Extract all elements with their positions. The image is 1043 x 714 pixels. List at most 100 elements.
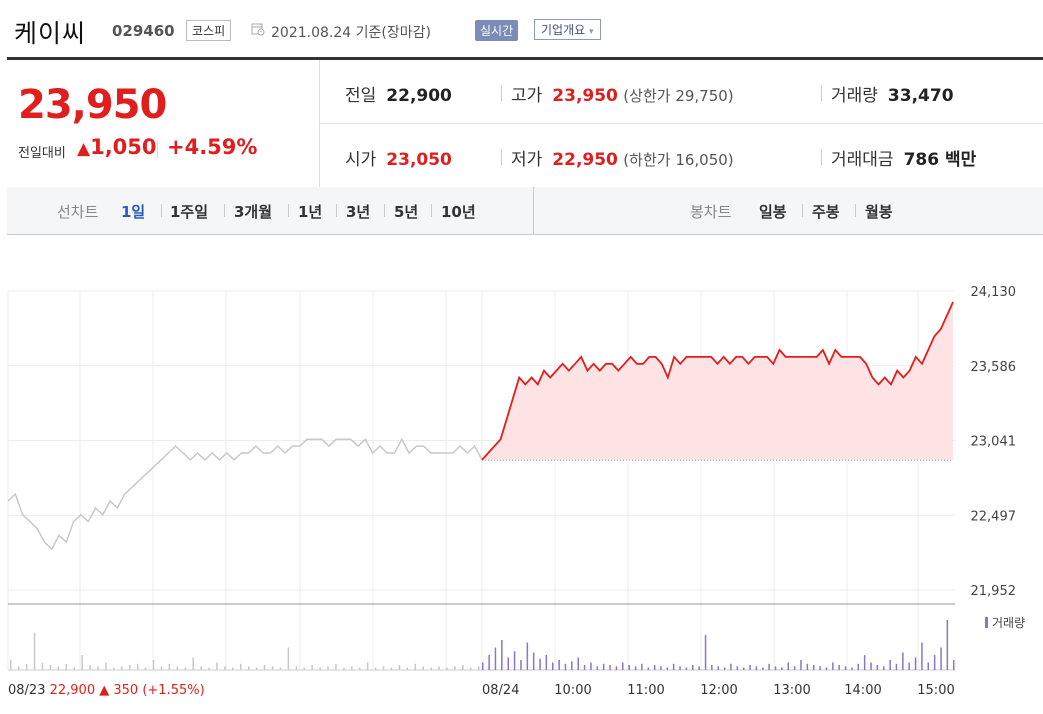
volume-bar bbox=[232, 667, 234, 670]
volume-bar bbox=[736, 666, 739, 671]
volume-bar bbox=[838, 665, 840, 670]
volume-bar bbox=[615, 666, 618, 671]
volume-bar bbox=[552, 662, 554, 670]
volume-bar bbox=[414, 663, 416, 671]
volume-bar bbox=[374, 667, 377, 670]
volume-bar bbox=[539, 658, 541, 671]
high-label: 고가 bbox=[511, 86, 543, 106]
current-price: 23,950 bbox=[18, 82, 167, 128]
volume-bar bbox=[666, 667, 669, 670]
y-tick-label: 21,952 bbox=[971, 584, 1017, 599]
tab-1y[interactable]: 1년 bbox=[298, 203, 323, 221]
volume-bar bbox=[488, 655, 490, 670]
realtime-button[interactable]: 실시간 bbox=[475, 20, 519, 41]
tab-3y[interactable]: 3년 bbox=[346, 203, 371, 221]
volume-bar bbox=[152, 660, 155, 670]
volume-bar bbox=[895, 663, 898, 671]
upper-limit: (상한가 29,750) bbox=[623, 87, 734, 105]
volume-bar bbox=[577, 657, 579, 670]
volume-bar bbox=[33, 632, 36, 670]
volume-bar bbox=[208, 667, 210, 670]
tab-weekly-candle[interactable]: 주봉 bbox=[812, 203, 840, 221]
tab-10y[interactable]: 10년 bbox=[441, 203, 476, 221]
volume-bar bbox=[622, 662, 624, 670]
volume-bar bbox=[927, 662, 929, 670]
x-tick-label: 08/24 bbox=[482, 683, 519, 698]
divider bbox=[501, 149, 502, 165]
volume-bar bbox=[602, 663, 605, 671]
x-tick-label: 10:00 bbox=[554, 683, 591, 698]
volume-bar bbox=[755, 666, 758, 671]
volume-plot bbox=[10, 620, 955, 671]
volume-bar bbox=[136, 663, 139, 671]
volume-bar bbox=[762, 667, 764, 670]
volume-bar bbox=[295, 666, 298, 671]
volume-bar bbox=[813, 665, 815, 670]
line-chart-label: 선차트 bbox=[57, 203, 99, 221]
volume-bar bbox=[382, 666, 385, 671]
volume-bar bbox=[105, 662, 107, 670]
volume-bar bbox=[609, 665, 611, 670]
tab-5y[interactable]: 5년 bbox=[394, 203, 419, 221]
volume-bar bbox=[590, 662, 592, 670]
low-label: 저가 bbox=[511, 150, 543, 170]
volume-bar bbox=[398, 665, 401, 670]
volume-bar bbox=[57, 666, 60, 671]
volume-bar bbox=[564, 663, 567, 671]
volume-cell: 거래량 33,470 bbox=[831, 81, 954, 106]
tab-1w[interactable]: 1주일 bbox=[170, 203, 209, 221]
volume-bar bbox=[482, 662, 484, 670]
volume-bar bbox=[545, 655, 548, 670]
volume-bar bbox=[908, 662, 910, 670]
volume-bar bbox=[513, 651, 516, 671]
volume-bar bbox=[921, 642, 923, 670]
volume-bar bbox=[933, 655, 936, 670]
volume-bar bbox=[596, 666, 599, 671]
volume-bar bbox=[634, 666, 637, 671]
volume-bar bbox=[81, 655, 83, 670]
open-value: 23,050 bbox=[386, 150, 452, 170]
volume-bar bbox=[113, 667, 115, 670]
volume-bar bbox=[255, 667, 258, 670]
chevron-down-icon: ▾ bbox=[589, 27, 594, 37]
volume-bar bbox=[647, 667, 649, 670]
volume-value: 33,470 bbox=[887, 86, 954, 106]
tab-3m[interactable]: 3개월 bbox=[234, 203, 273, 221]
low-cell: 저가 22,950 (하한가 16,050) bbox=[511, 145, 734, 170]
row-divider bbox=[319, 123, 1043, 124]
today-price-line bbox=[481, 301, 954, 461]
volume-bar bbox=[793, 666, 796, 671]
up-arrow-icon: ▲ bbox=[77, 139, 91, 159]
volume-bar bbox=[711, 665, 713, 670]
volume-bar bbox=[825, 667, 828, 670]
prev-close-cell: 전일 22,900 bbox=[345, 81, 452, 106]
tab-monthly-candle[interactable]: 월봉 bbox=[865, 203, 893, 221]
volume-bar bbox=[303, 667, 305, 670]
x-tick-label: 15:00 bbox=[917, 683, 954, 698]
volume-bar bbox=[144, 667, 147, 670]
x-tick-label: 11:00 bbox=[627, 683, 664, 698]
volume-bar bbox=[287, 647, 290, 670]
volume-bar bbox=[526, 642, 529, 670]
volume-bar bbox=[806, 663, 809, 671]
volume-bar bbox=[870, 662, 872, 670]
volume-bar bbox=[216, 662, 218, 670]
tab-daily-candle[interactable]: 일봉 bbox=[759, 203, 787, 221]
change-value: 1,050 bbox=[90, 135, 157, 159]
prev-close-label: 전일 bbox=[345, 86, 377, 106]
volume-bar bbox=[343, 667, 345, 670]
tab-1d[interactable]: 1일 bbox=[121, 203, 146, 221]
prev-day-summary: 08/23 22,900 ▲ 350 (+1.55%) bbox=[8, 683, 205, 698]
volume-bar bbox=[366, 662, 369, 670]
stock-code: 029460 bbox=[112, 22, 175, 40]
volume-bar bbox=[723, 667, 726, 670]
high-value: 23,950 bbox=[552, 86, 618, 106]
base-date: 2021.08.24 기준(장마감) bbox=[271, 25, 431, 41]
volume-bar bbox=[97, 666, 99, 671]
volume-bar bbox=[704, 635, 707, 670]
volume-bar bbox=[73, 667, 75, 670]
volume-bar bbox=[749, 665, 751, 670]
x-tick-label: 14:00 bbox=[844, 683, 881, 698]
volume-bar bbox=[176, 666, 179, 671]
company-info-dropdown[interactable]: 기업개요 ▾ bbox=[534, 19, 601, 40]
